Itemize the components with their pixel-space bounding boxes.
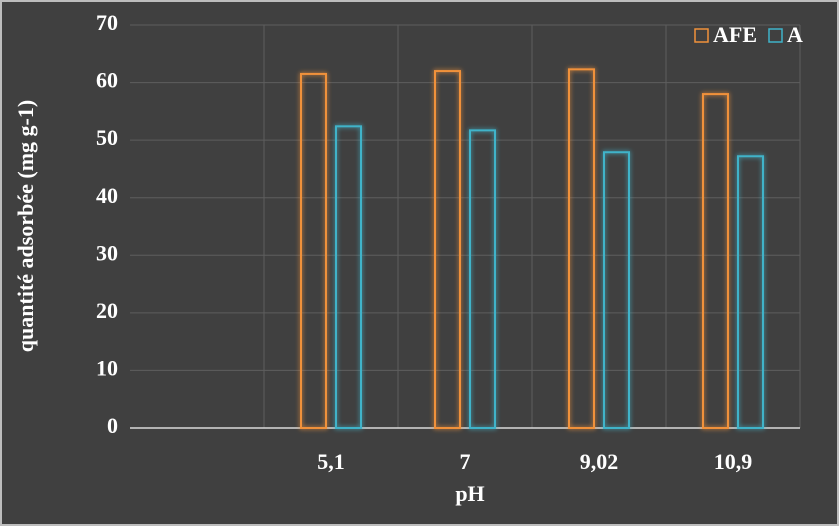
y-axis-title: quantité adsorbée (mg g-1) [13, 100, 38, 352]
y-tick-label: 10 [96, 355, 118, 380]
y-tick-label: 50 [96, 125, 118, 150]
y-tick-label: 20 [96, 298, 118, 323]
legend-swatch [768, 28, 783, 43]
bar [737, 155, 764, 430]
bar [335, 125, 362, 429]
bar [434, 70, 461, 430]
x-tick-label: 7 [460, 449, 471, 474]
y-tick-label: 30 [96, 240, 118, 265]
y-tick-label: 70 [96, 10, 118, 35]
bar [603, 151, 630, 430]
bar [469, 129, 496, 429]
legend-swatch [694, 28, 709, 43]
bar [702, 93, 729, 429]
y-tick-label: 40 [96, 183, 118, 208]
bar [300, 72, 327, 430]
x-tick-label: 9,02 [580, 449, 619, 474]
y-tick-label: 0 [107, 413, 118, 438]
x-axis-title: pH [455, 481, 484, 506]
legend-label: AFE [713, 22, 757, 47]
bar [568, 68, 595, 430]
x-tick-label: 10,9 [714, 449, 753, 474]
legend-label: A [787, 22, 803, 47]
x-tick-label: 5,1 [317, 449, 345, 474]
y-tick-label: 60 [96, 68, 118, 93]
